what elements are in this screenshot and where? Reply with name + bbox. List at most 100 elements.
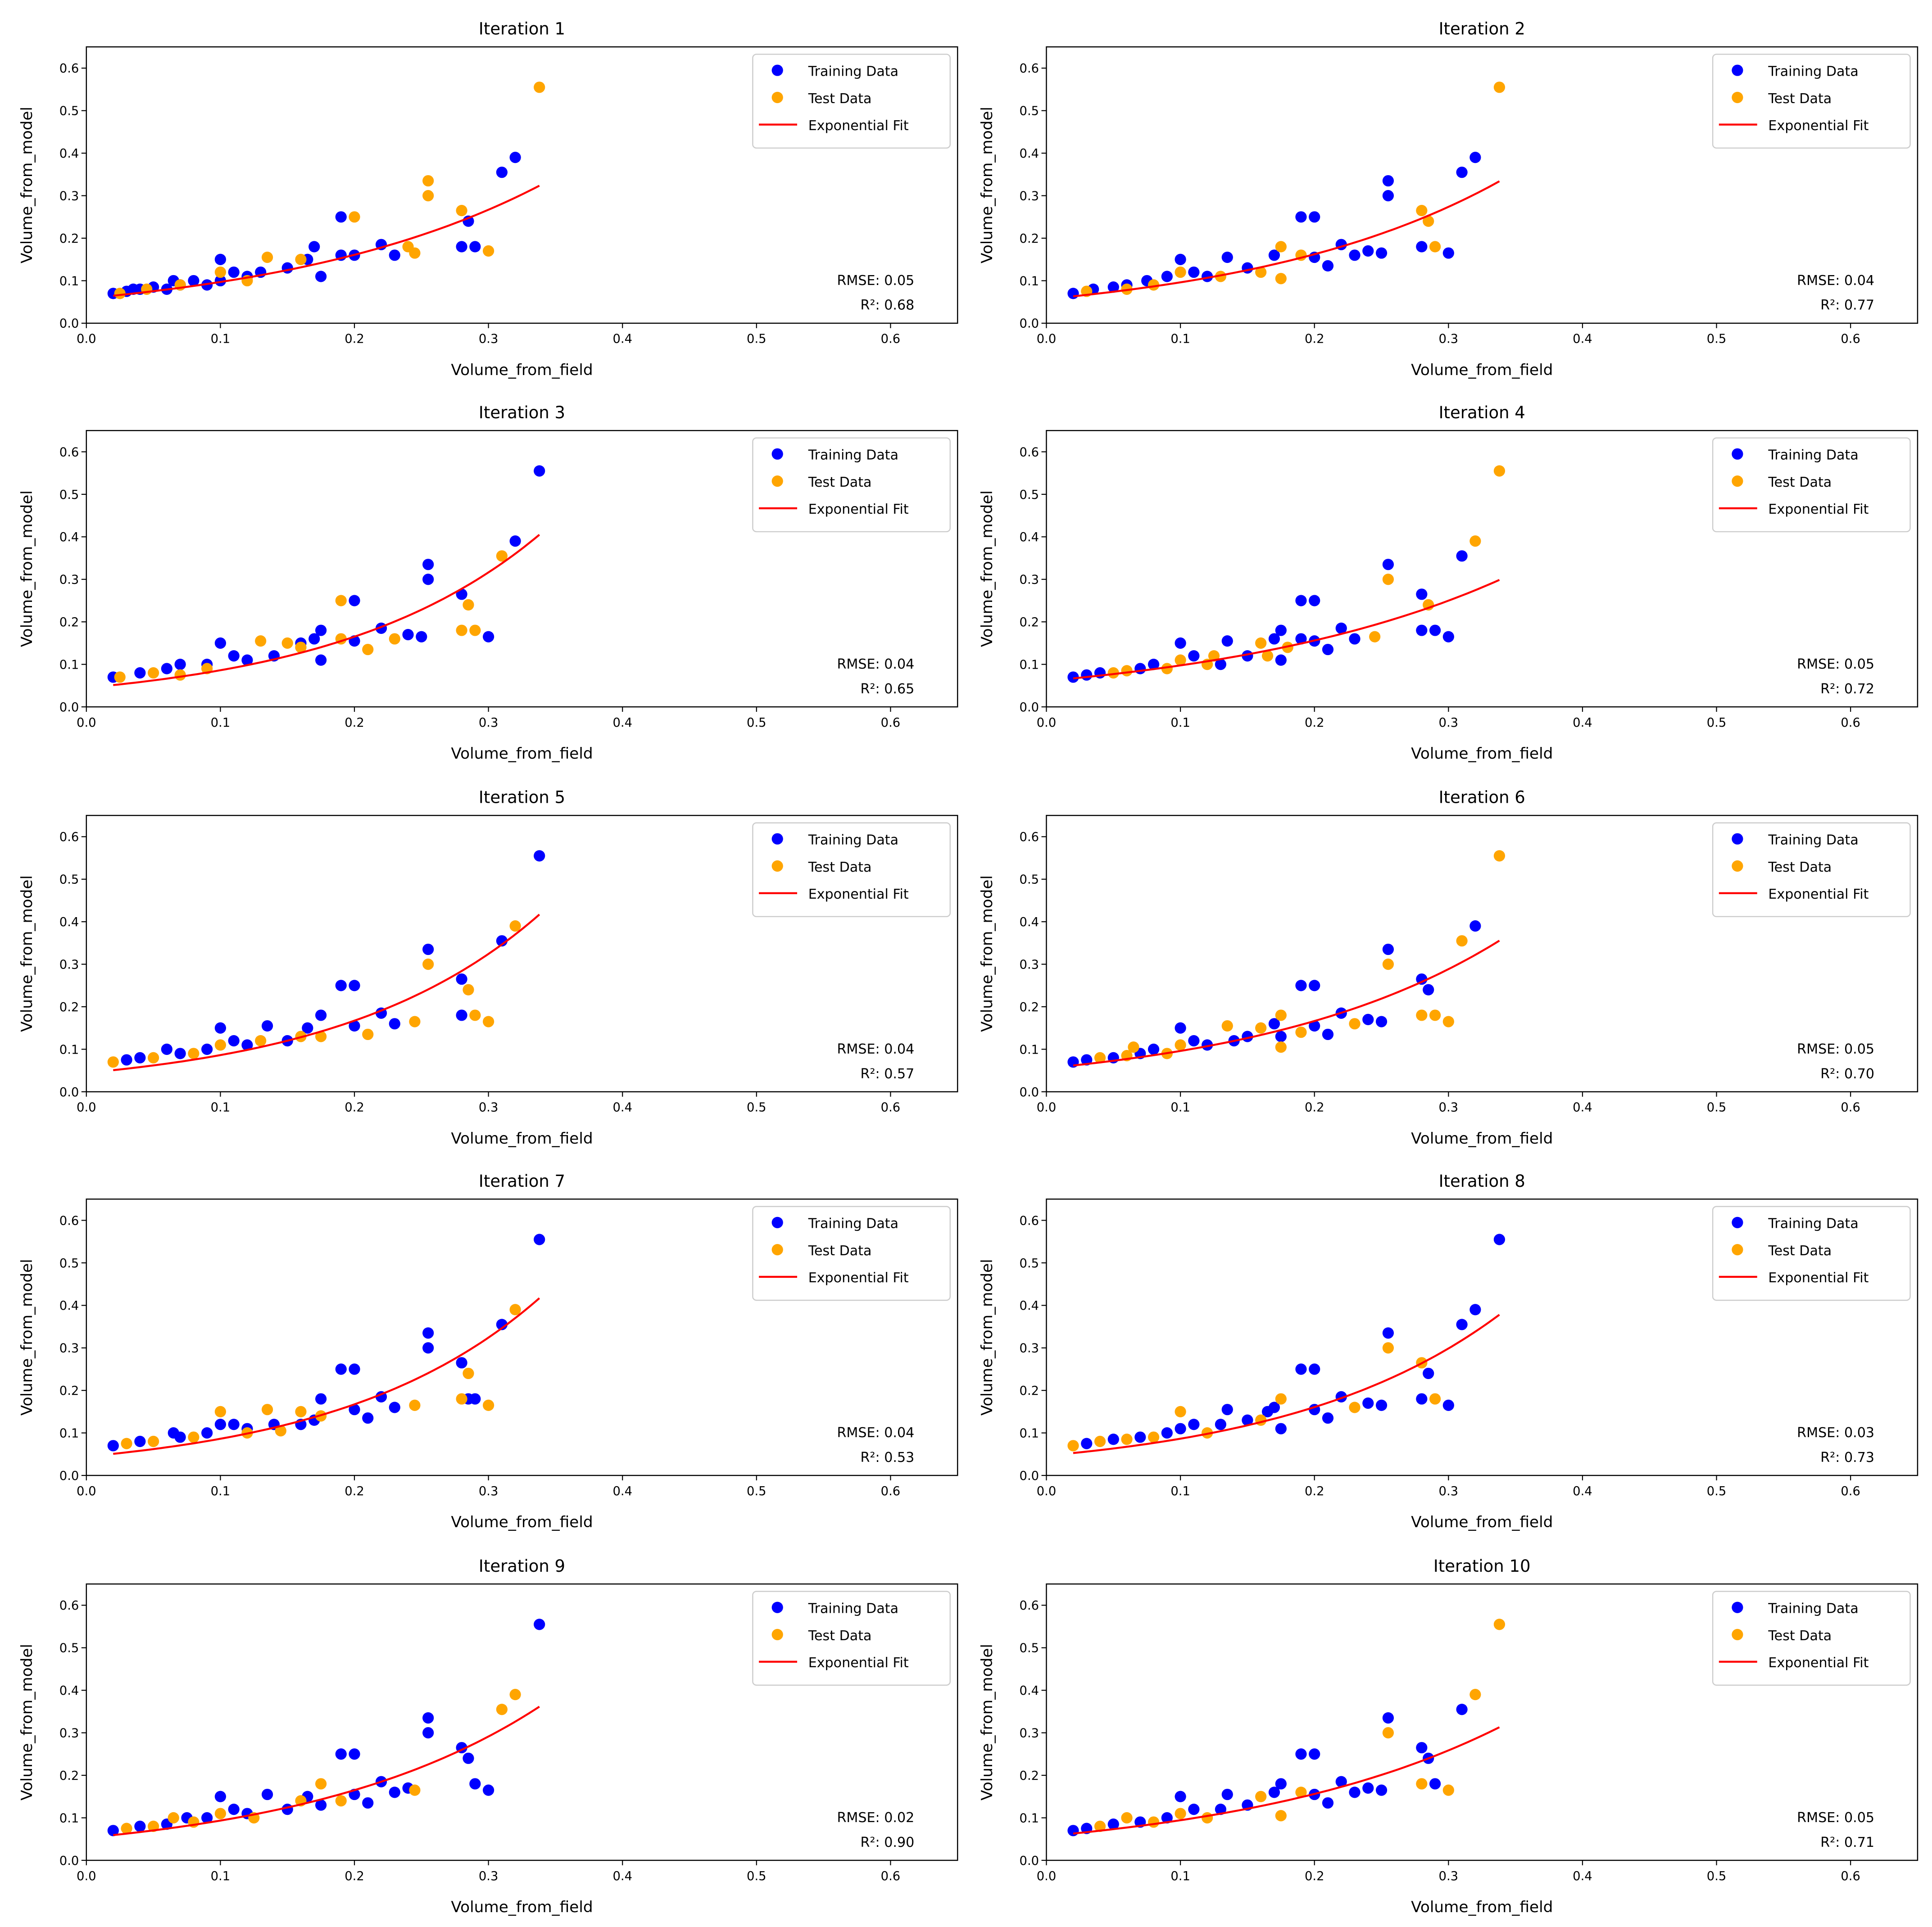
y-tick-label: 0.5 — [59, 1642, 79, 1656]
legend-test-marker — [771, 475, 783, 487]
y-tick-label: 0.6 — [59, 830, 79, 844]
training-point — [1202, 1039, 1213, 1051]
x-axis-label: Volume_from_field — [451, 361, 593, 379]
y-tick-label: 0.1 — [59, 274, 79, 288]
training-point — [1081, 1438, 1093, 1449]
x-tick-label: 0.4 — [1573, 1484, 1592, 1498]
training-point — [422, 1727, 434, 1739]
y-tick-label: 0.0 — [1020, 1086, 1039, 1099]
r2-label: R²: 0.65 — [861, 681, 915, 697]
training-point — [1442, 1399, 1454, 1411]
test-point — [295, 253, 307, 265]
plot-area — [1067, 1619, 1506, 1837]
x-tick-label: 0.6 — [881, 1484, 901, 1498]
training-point — [1382, 1712, 1394, 1724]
training-point — [1188, 650, 1200, 662]
test-point — [349, 211, 360, 223]
training-point — [1375, 1016, 1388, 1027]
legend-fit-label: Exponential Fit — [1768, 1655, 1869, 1671]
x-tick-label: 0.0 — [77, 1484, 96, 1498]
training-point — [1221, 251, 1233, 263]
x-tick-label: 0.2 — [345, 1869, 364, 1883]
x-tick-label: 0.4 — [612, 1484, 632, 1498]
rmse-label: RMSE: 0.05 — [1797, 656, 1874, 672]
legend-fit-label: Exponential Fit — [808, 1270, 909, 1286]
y-tick-label: 0.1 — [1020, 658, 1039, 672]
test-point — [1349, 1018, 1361, 1030]
chart-panel-2: Iteration 2 0.0 0.1 0.2 0.3 0.4 0.5 0.6 0.0 0.1 0.… — [978, 19, 1918, 379]
legend-test-label: Test Data — [808, 475, 872, 490]
y-tick-label: 0.5 — [1020, 1257, 1039, 1271]
test-point — [1094, 1435, 1106, 1448]
test-point — [1429, 241, 1441, 253]
chart-title: Iteration 6 — [1439, 788, 1525, 807]
chart-panel-1: Iteration 1 0.0 0.1 0.2 0.3 0.4 0.5 0.6 0.0 0.1 0.… — [18, 19, 958, 379]
training-point — [422, 574, 434, 585]
training-point — [335, 980, 347, 991]
training-point — [161, 1043, 172, 1055]
x-tick-label: 0.0 — [1037, 1484, 1057, 1498]
test-point — [409, 1016, 421, 1027]
x-tick-label: 0.1 — [1170, 716, 1190, 730]
test-point — [483, 245, 494, 257]
x-tick-label: 0.4 — [1573, 1869, 1592, 1883]
training-point — [188, 275, 200, 287]
test-point — [121, 1823, 132, 1834]
training-point — [534, 465, 545, 477]
y-tick-label: 0.1 — [1020, 1811, 1039, 1825]
x-tick-label: 0.2 — [345, 1484, 364, 1498]
x-tick-label: 0.3 — [479, 1101, 499, 1115]
x-tick-label: 0.3 — [1439, 1484, 1459, 1498]
legend-training-marker — [1732, 1601, 1743, 1613]
x-tick-label: 0.2 — [345, 1101, 364, 1115]
test-point — [295, 642, 307, 653]
legend-test-marker — [771, 860, 783, 872]
training-point — [1188, 1035, 1200, 1047]
test-point — [1416, 1778, 1428, 1790]
test-point — [188, 1048, 200, 1059]
r2-label: R²: 0.73 — [1820, 1450, 1874, 1466]
chart-panel-4: Iteration 4 0.0 0.1 0.2 0.3 0.4 0.5 0.6 0.0 0.1 0.… — [978, 403, 1918, 763]
y-tick-label: 0.4 — [1020, 1684, 1039, 1698]
training-point — [1322, 1797, 1334, 1809]
test-point — [409, 247, 421, 259]
training-point — [1268, 633, 1280, 645]
training-point — [1423, 984, 1434, 995]
plot-frame — [1046, 430, 1918, 708]
training-point — [1175, 1423, 1186, 1434]
x-tick-label: 0.5 — [1707, 332, 1727, 346]
test-point — [389, 633, 400, 645]
exponential-fit-line — [1073, 940, 1500, 1067]
r2-label: R²: 0.68 — [861, 298, 915, 313]
legend-training-marker — [1732, 833, 1743, 845]
training-point — [1215, 658, 1227, 670]
legend-training-marker — [1732, 448, 1743, 460]
x-tick-label: 0.6 — [1841, 1484, 1860, 1498]
legend-test-label: Test Data — [1768, 1243, 1832, 1259]
plot-area — [107, 1619, 545, 1837]
test-point — [496, 550, 508, 562]
test-point — [1067, 1440, 1079, 1452]
training-point — [1309, 980, 1320, 991]
training-point — [349, 595, 360, 606]
x-tick-label: 0.0 — [1037, 716, 1057, 730]
plot-area — [1067, 1234, 1506, 1454]
test-point — [261, 1404, 273, 1416]
legend-test-label: Test Data — [808, 1243, 872, 1259]
test-point — [483, 1016, 494, 1027]
x-axis-label: Volume_from_field — [451, 1513, 593, 1531]
training-point — [1469, 1304, 1481, 1316]
test-point — [496, 1704, 508, 1715]
training-point — [134, 667, 146, 679]
test-point — [1107, 667, 1119, 679]
chart-panel-6: Iteration 6 0.0 0.1 0.2 0.3 0.4 0.5 0.6 0.0 0.1 0.… — [978, 788, 1918, 1148]
test-point — [463, 599, 474, 611]
y-tick-label: 0.5 — [1020, 104, 1039, 118]
y-axis-label: Volume_from_model — [18, 107, 36, 263]
training-point — [1268, 1787, 1280, 1798]
test-point — [1261, 650, 1274, 662]
training-point — [349, 1748, 360, 1760]
test-point — [534, 81, 545, 93]
legend-test-label: Test Data — [1768, 475, 1832, 490]
